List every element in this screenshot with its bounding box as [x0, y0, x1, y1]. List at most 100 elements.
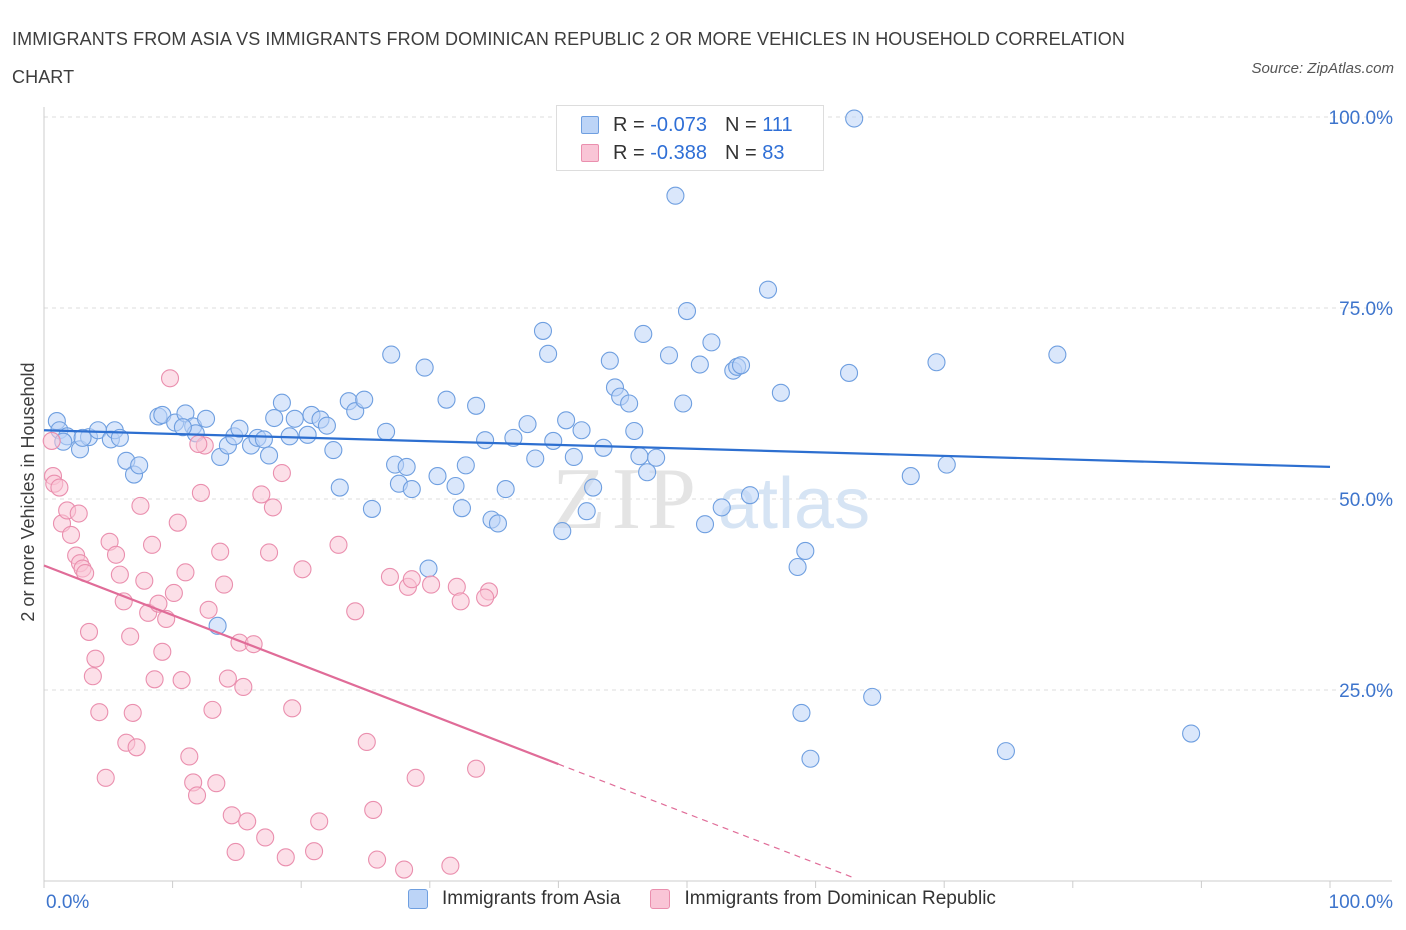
asia-point	[553, 522, 572, 541]
asia-point	[196, 409, 216, 428]
legend-r-label: R =	[613, 113, 645, 136]
dr-point	[276, 848, 295, 867]
asia-point	[298, 425, 317, 444]
asia-point	[285, 409, 304, 428]
dr-point	[50, 478, 69, 497]
dr-point	[263, 498, 282, 517]
asia-point	[488, 514, 508, 533]
asia-point	[533, 321, 553, 340]
dr-point	[172, 671, 191, 690]
asia-point	[428, 467, 447, 486]
dr-point	[160, 369, 180, 388]
y-axis-title: 2 or more Vehicles in Household	[18, 362, 38, 621]
asia-point	[771, 383, 790, 402]
dr-point	[42, 431, 61, 450]
asia-point	[446, 476, 465, 496]
dr-point	[123, 703, 142, 722]
dr-point	[234, 677, 253, 696]
dr-point	[395, 860, 414, 879]
dr-point	[305, 842, 324, 861]
dr-point	[207, 774, 226, 793]
asia-point	[572, 421, 591, 440]
dr-point	[187, 786, 207, 805]
dr-point	[189, 434, 208, 454]
dr-point	[164, 583, 183, 603]
asia-point	[647, 448, 666, 467]
asia-point	[377, 422, 396, 441]
dr-point	[176, 563, 195, 582]
dr-point	[218, 669, 237, 688]
asia-point	[594, 438, 613, 457]
asia-point	[73, 428, 92, 447]
dr-point	[467, 759, 486, 778]
dr-point	[131, 496, 150, 515]
dr-point	[329, 535, 348, 554]
asia-point	[695, 515, 715, 534]
source-label: Source: ZipAtlas.com	[1251, 60, 1394, 77]
asia-point	[544, 431, 563, 450]
dr-point	[203, 700, 222, 719]
asia-point	[504, 428, 523, 447]
asia-point	[659, 346, 679, 365]
asia-point	[467, 396, 486, 415]
axes	[43, 107, 1392, 888]
dr-point	[168, 513, 187, 532]
dr-point	[368, 850, 387, 869]
dr-point	[364, 800, 383, 819]
legend-swatch-dr	[650, 889, 671, 909]
asia-point	[1182, 724, 1201, 743]
dr-point	[199, 600, 218, 619]
asia-point	[173, 418, 192, 437]
legend-label-asia: Immigrants from Asia	[442, 888, 621, 909]
asia-point	[496, 480, 515, 499]
y-tick-label: 75.0%	[1339, 299, 1393, 320]
asia-point	[600, 351, 619, 370]
dr-points	[42, 369, 499, 879]
asia-point	[564, 447, 583, 467]
asia-point	[272, 393, 291, 412]
dr-point	[406, 768, 425, 787]
asia-point	[452, 499, 472, 518]
legend-r-value-asia: -0.073	[650, 113, 707, 136]
asia-point	[254, 430, 273, 449]
asia-point	[630, 447, 649, 466]
asia-point	[362, 499, 381, 518]
asia-point	[792, 703, 811, 722]
asia-point	[397, 457, 416, 476]
asia-point	[731, 356, 751, 375]
asia-point	[330, 478, 349, 497]
asia-point	[456, 456, 475, 475]
dr-point	[238, 812, 257, 831]
dr-point	[106, 545, 126, 564]
asia-points	[47, 107, 1201, 768]
chart-title: IMMIGRANTS FROM ASIA VS IMMIGRANTS FROM …	[12, 29, 1125, 87]
dr-trend-line-extension	[558, 763, 855, 879]
asia-point	[402, 480, 421, 499]
dr-point	[86, 649, 105, 668]
asia-point	[382, 345, 401, 364]
dr-point	[476, 588, 495, 607]
dr-point	[121, 627, 140, 646]
legend-n-value-dr: 83	[762, 141, 785, 164]
dr-point	[422, 575, 441, 594]
asia-point	[740, 486, 760, 505]
y-tick-label: 50.0%	[1339, 490, 1393, 511]
dr-point	[451, 592, 470, 611]
dr-point	[180, 747, 199, 766]
legend-swatch-asia	[581, 116, 599, 134]
dr-point	[61, 525, 81, 544]
dr-point	[214, 575, 234, 594]
asia-point	[518, 415, 537, 434]
legend-swatch-dr	[581, 144, 599, 162]
dr-trend-line	[43, 564, 559, 766]
dr-point	[153, 642, 172, 661]
asia-point	[584, 478, 603, 497]
dr-point	[135, 571, 154, 590]
dr-point	[110, 565, 129, 584]
asia-trend-line	[43, 429, 1331, 469]
legend-n-label: N =	[724, 141, 757, 164]
asia-point	[839, 363, 859, 382]
asia-point	[702, 333, 721, 352]
dr-point	[357, 732, 376, 752]
asia-point	[110, 428, 129, 447]
